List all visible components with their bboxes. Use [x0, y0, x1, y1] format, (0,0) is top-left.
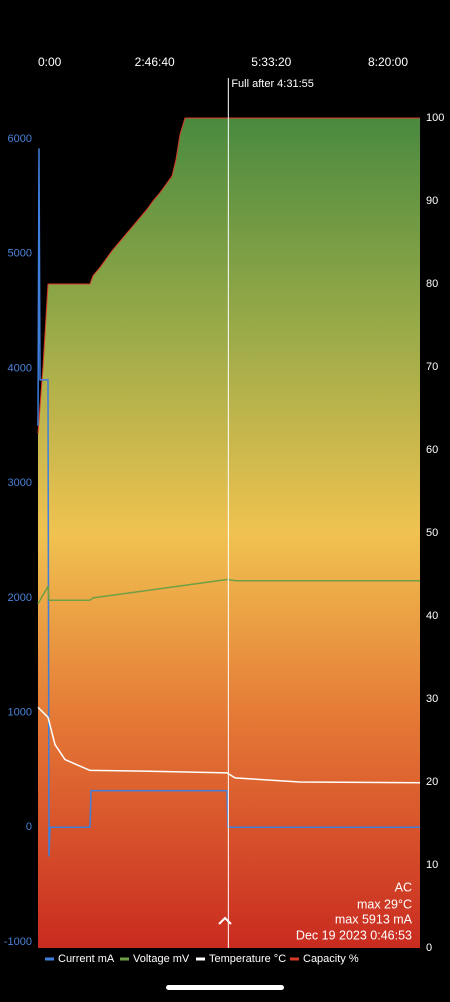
y-tick-label: -1000	[4, 936, 32, 948]
legend-label: Current mA	[58, 953, 115, 965]
annotation: Full after 4:31:55	[231, 78, 314, 90]
y-tick-label: 0	[26, 821, 32, 833]
y-tick-label: 5000	[8, 248, 32, 260]
x-tick-label: 0:00	[38, 55, 62, 69]
info-text: max 5913 mA	[335, 912, 413, 926]
labels: 0:00 2:46:40 5:33:20 8:20:00-10000100020003…	[4, 55, 445, 965]
plot-lines	[37, 78, 421, 948]
y2-tick-label: 50	[426, 527, 438, 539]
x-tick-label: 2:46:40	[135, 55, 175, 69]
series-line	[37, 706, 421, 784]
y-tick-label: 4000	[8, 362, 32, 374]
x-tick-label: 8:20:00	[368, 55, 408, 69]
y-tick-label: 6000	[8, 133, 32, 145]
y2-tick-label: 10	[426, 859, 438, 871]
y-tick-label: 2000	[8, 592, 32, 604]
legend-label: Voltage mV	[133, 953, 190, 965]
capacity-area	[38, 118, 420, 948]
legend-label: Temperature °C	[209, 953, 286, 965]
y2-tick-label: 100	[426, 112, 444, 124]
y2-tick-label: 40	[426, 610, 438, 622]
y2-tick-label: 20	[426, 776, 438, 788]
info-text: max 29°C	[357, 897, 412, 911]
y-tick-label: 3000	[8, 477, 32, 489]
info-text: Dec 19 2023 0:46:53	[296, 928, 412, 942]
series-line	[37, 117, 420, 434]
nav-bar[interactable]	[166, 985, 284, 990]
y2-tick-label: 70	[426, 361, 438, 373]
y2-tick-label: 60	[426, 444, 438, 456]
series-line	[37, 148, 420, 857]
plot-area	[38, 118, 420, 948]
y2-tick-label: 90	[426, 195, 438, 207]
series-line	[37, 578, 420, 604]
y2-tick-label: 30	[426, 693, 438, 705]
y2-tick-label: 80	[426, 278, 438, 290]
legend-label: Capacity %	[303, 953, 359, 965]
expand-icon[interactable]	[218, 916, 232, 925]
x-tick-label: 5:33:20	[251, 55, 291, 69]
y2-tick-label: 0	[426, 942, 432, 954]
y-tick-label: 1000	[8, 707, 32, 719]
info-text: AC	[395, 880, 412, 894]
